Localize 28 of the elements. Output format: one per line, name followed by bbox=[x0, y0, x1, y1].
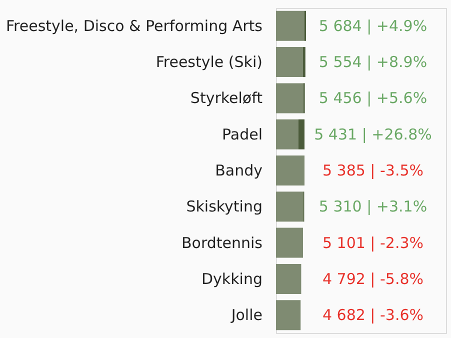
text: 5 684 | +4.9% bbox=[318, 16, 428, 35]
y-tick-label: Dykking bbox=[202, 270, 262, 288]
text: 5 101 | -2.3% bbox=[322, 234, 424, 252]
bar bbox=[276, 264, 302, 294]
y-tick-label: Freestyle (Ski) bbox=[156, 53, 262, 72]
bar bbox=[276, 192, 304, 222]
bar bbox=[276, 10, 304, 41]
text: 5 554 | +8.9% bbox=[318, 53, 428, 72]
bar bbox=[298, 119, 304, 150]
bar bbox=[276, 228, 303, 258]
bar bbox=[276, 83, 304, 114]
text: 5 456 | +5.6% bbox=[318, 89, 428, 108]
y-tick-label: Styrkeløft bbox=[190, 89, 263, 108]
bar bbox=[276, 119, 298, 150]
y-tick-label: Bandy bbox=[215, 162, 263, 180]
text: 4 792 | -5.8% bbox=[322, 270, 424, 288]
text: 5 431 | +26.8% bbox=[314, 125, 432, 144]
bar bbox=[276, 47, 303, 78]
text: 5 385 | -3.5% bbox=[322, 162, 424, 180]
y-tick-label: Skiskyting bbox=[186, 198, 262, 216]
bar bbox=[276, 155, 304, 186]
y-tick-label: Jolle bbox=[230, 306, 262, 324]
text: 4 682 | -3.6% bbox=[322, 306, 424, 324]
bar bbox=[276, 300, 301, 330]
y-tick-label: Bordtennis bbox=[182, 234, 263, 252]
y-tick-label: Freestyle, Disco & Performing Arts bbox=[6, 16, 263, 35]
y-tick-label: Padel bbox=[222, 125, 262, 144]
text: 5 310 | +3.1% bbox=[318, 198, 428, 216]
